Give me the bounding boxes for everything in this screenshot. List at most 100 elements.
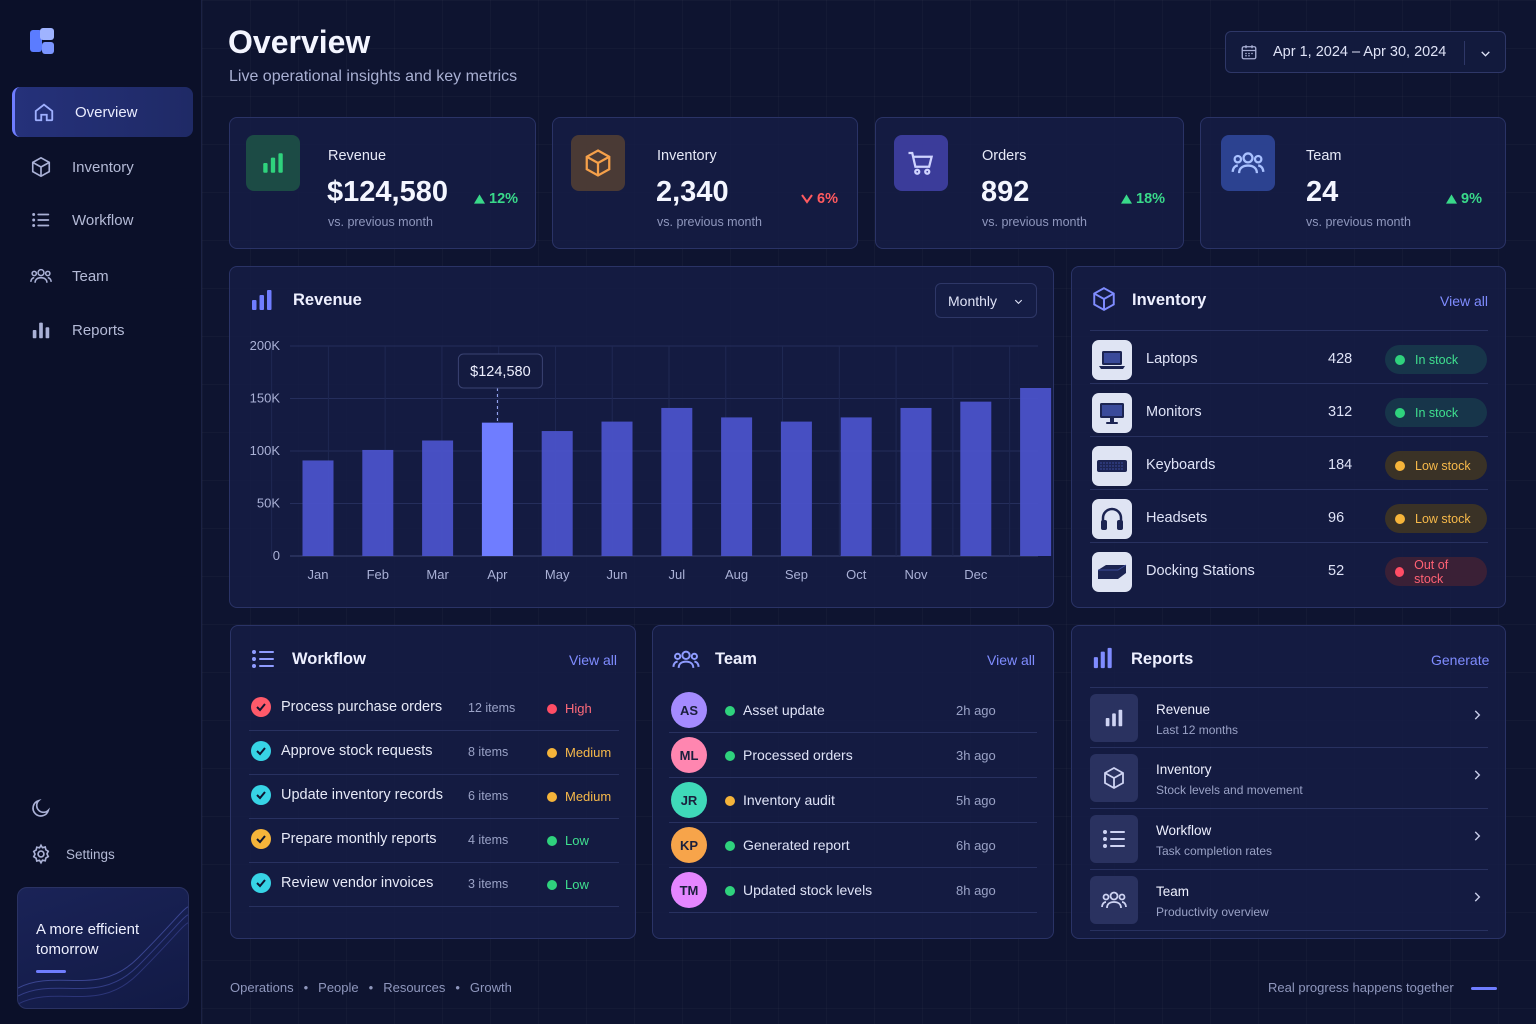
check-circle-icon[interactable] [251, 741, 271, 761]
footer-tagline: Real progress happens together [1268, 980, 1454, 995]
stat-compare: vs. previous month [1306, 215, 1411, 229]
inventory-row[interactable]: Laptops 428 In stock [1090, 330, 1488, 383]
footer-link[interactable]: People [318, 980, 359, 995]
sidebar-item-reports[interactable]: Reports [12, 305, 193, 355]
promo-card: A more efficient tomorrow [17, 887, 189, 1009]
chevron-right-icon[interactable] [1470, 829, 1484, 843]
stat-change: 6% [801, 191, 838, 207]
footer-link[interactable]: Growth [469, 980, 512, 995]
sidebar-item-workflow[interactable]: Workflow [12, 195, 193, 245]
arrow-up-icon [1446, 194, 1457, 204]
inventory-item-qty: 312 [1328, 404, 1353, 420]
app-logo[interactable] [28, 26, 58, 56]
workflow-task-count: 4 items [468, 833, 509, 847]
date-range-picker[interactable]: Apr 1, 2024 – Apr 30, 2024 [1225, 31, 1506, 73]
check-circle-icon[interactable] [251, 873, 271, 893]
team-activity-row[interactable]: JR Inventory audit 5h ago [669, 778, 1037, 823]
check-circle-icon[interactable] [251, 829, 271, 849]
inventory-row[interactable]: Monitors 312 In stock [1090, 383, 1488, 436]
report-title: Team [1156, 884, 1190, 899]
bar-chart-icon [1090, 694, 1138, 742]
arrow-up-icon [1121, 194, 1132, 204]
inventory-row[interactable]: Headsets 96 Low stock [1090, 489, 1488, 542]
sidebar-item-overview[interactable]: Overview [12, 87, 193, 137]
inventory-item-qty: 96 [1328, 510, 1345, 526]
report-title: Revenue [1156, 702, 1211, 717]
moon-icon[interactable] [30, 797, 52, 819]
headset-icon [1092, 499, 1132, 539]
keyboard-icon [1092, 446, 1132, 486]
chevron-right-icon[interactable] [1470, 768, 1484, 782]
chevron-right-icon[interactable] [1470, 708, 1484, 722]
status-dot [725, 886, 735, 896]
avatar[interactable]: AS [671, 692, 707, 728]
report-row[interactable]: Revenue Last 12 months [1090, 687, 1488, 748]
workflow-task-name: Approve stock requests [281, 743, 433, 759]
sidebar: Overview Inventory Workflow Team Reports… [0, 0, 202, 1024]
cube-icon [1093, 287, 1115, 311]
workflow-row[interactable]: Review vendor invoices 3 items Low [249, 863, 619, 907]
inventory-row[interactable]: Docking Stations 52 Out of stock [1090, 542, 1488, 595]
team-view-all-link[interactable]: View all [987, 652, 1035, 668]
period-select[interactable]: Monthly [935, 283, 1037, 318]
chart-bar [422, 440, 454, 556]
revenue-bar-chart[interactable]: 0 50K 100K 150K 200K Jan Feb Mar Apr $124,580 May J… [230, 267, 1055, 609]
x-tick-label: Feb [367, 567, 389, 582]
status-dot [725, 706, 735, 716]
check-circle-icon[interactable] [251, 697, 271, 717]
inventory-item-name: Headsets [1146, 510, 1208, 526]
chevron-down-icon[interactable] [1479, 47, 1492, 60]
avatar[interactable]: ML [671, 737, 707, 773]
workflow-row[interactable]: Prepare monthly reports 4 items Low [249, 819, 619, 863]
inventory-item-name: Docking Stations [1146, 563, 1255, 579]
page-title: Overview [228, 24, 371, 60]
workflow-task-name: Review vendor invoices [281, 875, 434, 891]
workflow-task-name: Update inventory records [281, 787, 443, 803]
promo-text: A more efficient tomorrow [36, 921, 140, 958]
inventory-view-all-link[interactable]: View all [1440, 293, 1488, 309]
sidebar-item-team[interactable]: Team [12, 251, 193, 301]
sidebar-item-inventory[interactable]: Inventory [12, 142, 193, 192]
chevron-right-icon[interactable] [1470, 890, 1484, 904]
chevron-down-icon [801, 194, 813, 204]
workflow-row[interactable]: Process purchase orders 12 items High [249, 687, 619, 731]
team-activity-row[interactable]: KP Generated report 6h ago [669, 823, 1037, 868]
status-dot [725, 841, 735, 851]
report-row[interactable]: Inventory Stock levels and movement [1090, 748, 1488, 809]
dock-icon [1092, 552, 1132, 592]
team-activity-text: Updated stock levels [743, 882, 873, 898]
inventory-item-name: Monitors [1146, 404, 1202, 420]
avatar[interactable]: JR [671, 782, 707, 818]
users-icon [1090, 876, 1138, 924]
stat-card-orders[interactable]: Orders 892 vs. previous month 18% [875, 117, 1184, 249]
list-icon [30, 209, 52, 231]
team-activity-row[interactable]: TM Updated stock levels 8h ago [669, 868, 1037, 913]
tooltip-value: $124,580 [470, 364, 530, 380]
x-tick-label: Sep [785, 567, 808, 582]
inventory-row[interactable]: Keyboards 184 Low stock [1090, 436, 1488, 489]
avatar[interactable]: TM [671, 872, 707, 908]
workflow-row[interactable]: Approve stock requests 8 items Medium [249, 731, 619, 775]
status-dot [725, 751, 735, 761]
team-activity-time: 3h ago [956, 748, 996, 763]
stat-change: 9% [1446, 191, 1482, 207]
team-activity-row[interactable]: ML Processed orders 3h ago [669, 733, 1037, 778]
report-row[interactable]: Team Productivity overview [1090, 870, 1488, 931]
sidebar-item-label: Reports [72, 321, 125, 339]
users-icon [1221, 135, 1275, 191]
workflow-row[interactable]: Update inventory records 6 items Medium [249, 775, 619, 819]
workflow-view-all-link[interactable]: View all [569, 652, 617, 668]
stat-card-inventory[interactable]: Inventory 2,340 vs. previous month 6% [552, 117, 858, 249]
settings-button[interactable]: Settings [30, 843, 115, 865]
avatar[interactable]: KP [671, 827, 707, 863]
check-circle-icon[interactable] [251, 785, 271, 805]
footer-link[interactable]: Operations [230, 980, 294, 995]
team-activity-row[interactable]: AS Asset update 2h ago [669, 688, 1037, 733]
chart-bar [900, 407, 932, 556]
stat-card-team[interactable]: Team 24 vs. previous month 9% [1200, 117, 1506, 249]
footer-link[interactable]: Resources [383, 980, 446, 995]
priority-badge: Medium [547, 789, 611, 804]
generate-report-link[interactable]: Generate [1431, 652, 1490, 668]
report-row[interactable]: Workflow Task completion rates [1090, 809, 1488, 870]
stat-card-revenue[interactable]: Revenue $124,580 vs. previous month 12% [229, 117, 536, 249]
